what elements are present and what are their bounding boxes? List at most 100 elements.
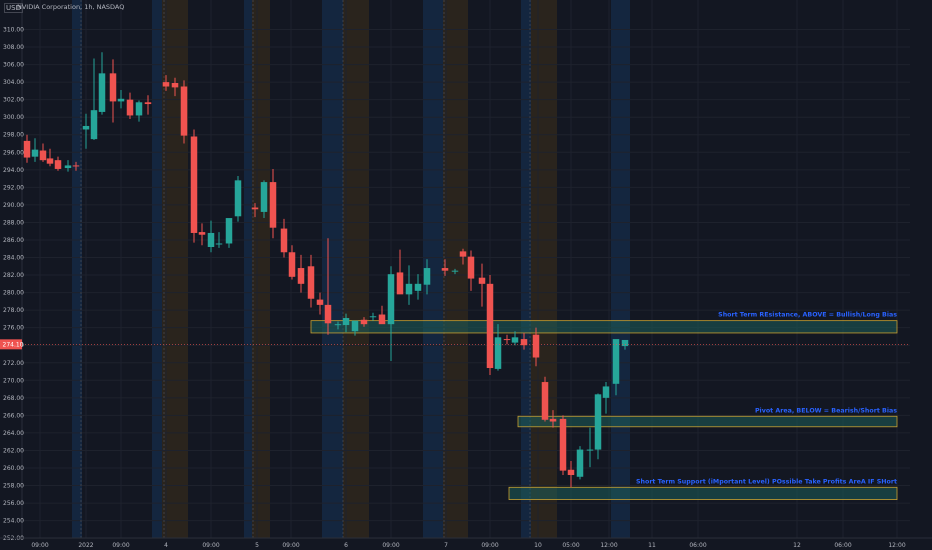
candle-body[interactable]	[135, 102, 143, 116]
candle-body[interactable]	[423, 268, 431, 285]
candle-body[interactable]	[559, 418, 567, 471]
candle-body[interactable]	[567, 469, 575, 476]
candle-body[interactable]	[405, 283, 413, 295]
currency-label: USD	[4, 3, 23, 13]
y-tick-label: 276.00	[3, 325, 24, 332]
candle-body[interactable]	[46, 158, 54, 164]
candle-body[interactable]	[144, 102, 152, 105]
candle-body[interactable]	[31, 149, 39, 157]
candle-body[interactable]	[351, 320, 359, 332]
x-tick-label: 7	[444, 542, 448, 549]
session-band	[611, 0, 630, 538]
candle-body[interactable]	[39, 150, 47, 161]
candle-body[interactable]	[602, 386, 610, 398]
candle-body[interactable]	[234, 180, 242, 217]
candle-body[interactable]	[396, 272, 404, 295]
y-tick-label: 254.00	[3, 518, 24, 525]
candle-body[interactable]	[459, 251, 467, 257]
candle-body[interactable]	[334, 324, 342, 326]
candle-body[interactable]	[324, 304, 332, 324]
candle-body[interactable]	[190, 136, 198, 233]
candle-body[interactable]	[478, 277, 486, 284]
candle-body[interactable]	[532, 334, 540, 358]
x-tick-label: 11	[648, 542, 656, 549]
session-band	[343, 0, 369, 538]
candle-body[interactable]	[586, 449, 594, 451]
candle-body[interactable]	[520, 339, 528, 346]
y-tick-label: 288.00	[3, 219, 24, 226]
candle-body[interactable]	[171, 82, 179, 88]
candle-body[interactable]	[288, 252, 296, 277]
candle-body[interactable]	[198, 232, 206, 235]
candle-body[interactable]	[621, 339, 629, 347]
current-price-tag	[0, 339, 22, 350]
candle-body[interactable]	[467, 256, 475, 279]
current-price-label: 274.10	[3, 341, 24, 348]
candle-body[interactable]	[225, 218, 233, 244]
candle-body[interactable]	[23, 140, 31, 158]
session-band	[322, 0, 343, 538]
y-tick-label: 300.00	[3, 114, 24, 121]
candle-body[interactable]	[307, 266, 315, 299]
y-tick-label: 258.00	[3, 483, 24, 490]
candle-body[interactable]	[280, 228, 288, 253]
candle-body[interactable]	[378, 314, 386, 325]
candle-body[interactable]	[511, 337, 519, 343]
candle-body[interactable]	[486, 283, 494, 369]
candle-body[interactable]	[549, 418, 557, 422]
y-tick-label: 256.00	[3, 500, 24, 507]
zone-box[interactable]	[517, 415, 898, 428]
candle-body[interactable]	[342, 318, 350, 326]
candle-body[interactable]	[64, 165, 72, 169]
candle-body[interactable]	[251, 207, 259, 210]
candle-body[interactable]	[576, 449, 584, 477]
x-tick-label: 6	[344, 542, 348, 549]
candle-body[interactable]	[503, 339, 511, 341]
candle-body[interactable]	[451, 270, 459, 272]
candle-body[interactable]	[117, 98, 125, 102]
zone-box[interactable]	[310, 320, 898, 334]
candle-body[interactable]	[541, 382, 549, 420]
candle-body[interactable]	[269, 182, 277, 228]
y-tick-label: 310.00	[3, 27, 24, 34]
candle-body[interactable]	[126, 99, 134, 116]
y-tick-label: 264.00	[3, 430, 24, 437]
session-band	[252, 0, 270, 538]
x-tick-label: 09:00	[382, 542, 399, 549]
candle-body[interactable]	[387, 274, 395, 325]
candle-body[interactable]	[297, 268, 305, 284]
candle-body[interactable]	[207, 232, 215, 247]
candle-body[interactable]	[98, 73, 106, 112]
y-tick-label: 290.00	[3, 202, 24, 209]
candle-body[interactable]	[180, 86, 188, 136]
candle-body[interactable]	[494, 337, 502, 369]
candle-body[interactable]	[316, 299, 324, 305]
x-tick-label: 05:00	[562, 542, 579, 549]
candle-body[interactable]	[441, 268, 449, 271]
candle-body[interactable]	[90, 110, 98, 140]
x-tick-label: 09:00	[282, 542, 299, 549]
zone-box[interactable]	[508, 486, 898, 500]
x-tick-label: 06:00	[834, 542, 851, 549]
y-tick-label: 294.00	[3, 167, 24, 174]
candle-body[interactable]	[215, 243, 223, 245]
session-band	[531, 0, 557, 538]
candle-body[interactable]	[369, 316, 377, 318]
candle-body[interactable]	[162, 82, 170, 87]
candle-body[interactable]	[594, 394, 602, 450]
y-tick-label: 286.00	[3, 237, 24, 244]
candle-body[interactable]	[54, 160, 62, 169]
x-tick-label: 09:00	[481, 542, 498, 549]
candle-body[interactable]	[260, 182, 268, 212]
candle-body[interactable]	[612, 339, 620, 384]
candle-body[interactable]	[360, 319, 368, 325]
candle-body[interactable]	[72, 165, 80, 167]
symbol-title: NVIDIA Corporation, 1h, NASDAQ	[17, 3, 125, 11]
candle-body[interactable]	[109, 73, 117, 102]
candle-body[interactable]	[414, 283, 422, 291]
y-tick-label: 304.00	[3, 79, 24, 86]
x-tick-label: 10	[534, 542, 542, 549]
candle-body[interactable]	[82, 125, 90, 130]
zone-label: Short Term REsistance, ABOVE = Bullish/L…	[718, 312, 897, 319]
